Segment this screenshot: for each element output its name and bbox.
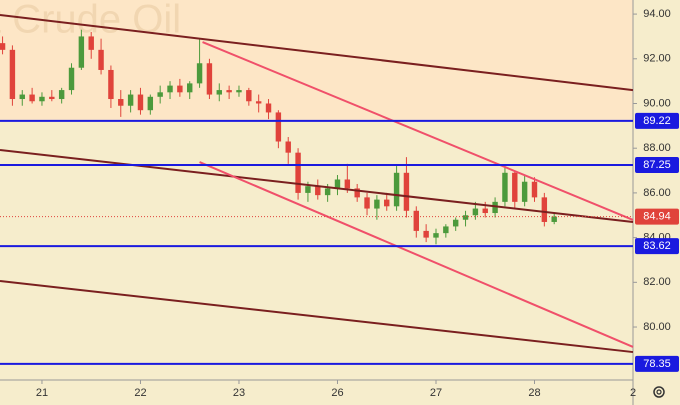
candle-body: [58, 90, 65, 100]
price-label-box: [635, 355, 679, 372]
candle-body: [413, 210, 419, 231]
price-label: 78.35: [643, 358, 671, 370]
candle-body: [285, 141, 291, 153]
candle-body: [167, 85, 173, 93]
y-tick-label: 94.00: [643, 8, 671, 20]
candle-body: [78, 36, 85, 68]
candle-body: [541, 197, 548, 222]
candle-body: [315, 186, 321, 196]
candle-body: [452, 219, 459, 227]
candle-body: [531, 181, 538, 198]
candle-body: [108, 69, 114, 100]
candle-body: [393, 172, 400, 207]
x-tick-label: 27: [430, 387, 442, 399]
y-tick-label: 88.00: [643, 142, 671, 154]
candle-body: [364, 197, 370, 209]
candle-body: [98, 49, 104, 70]
y-tick-label: 86.00: [643, 187, 671, 199]
candle-body: [236, 90, 242, 93]
candle-body: [324, 188, 331, 196]
y-tick-label: 92.00: [643, 53, 671, 65]
price-label: 83.62: [643, 240, 671, 252]
candle-body: [9, 49, 16, 100]
x-tick-label: 21: [36, 387, 48, 399]
candle-body: [492, 201, 498, 214]
x-tick-label: 2: [630, 387, 636, 399]
zone-fill: [0, 0, 633, 121]
candle-body: [354, 188, 360, 198]
candle-body: [226, 90, 232, 93]
candle-body: [118, 99, 124, 106]
candle-body: [49, 96, 55, 100]
candle-body: [246, 90, 252, 102]
y-tick-label: 80.00: [643, 321, 671, 333]
candle-body: [29, 94, 35, 102]
candle-body: [295, 152, 301, 193]
price-label: 89.22: [643, 115, 671, 127]
candle-body: [502, 172, 508, 202]
candle-body: [127, 94, 134, 106]
candle-body: [255, 101, 262, 104]
y-tick-label: 82.00: [643, 276, 671, 288]
candle-body: [157, 92, 163, 97]
candle-body: [384, 199, 390, 207]
price-label: 84.94: [643, 211, 671, 223]
candle-body: [39, 96, 45, 102]
price-label-box: [635, 156, 679, 173]
trend-line: [202, 41, 634, 221]
candle-body: [206, 63, 213, 95]
candle-body: [423, 230, 429, 238]
candle-body: [521, 181, 528, 202]
candle-body: [334, 179, 341, 189]
candle-body: [68, 67, 75, 91]
candle-body: [265, 103, 272, 113]
candle-body: [187, 83, 193, 93]
candle-body: [216, 90, 222, 95]
price-label: 87.25: [643, 159, 671, 171]
candle-body: [462, 215, 469, 220]
candle-body: [374, 199, 380, 209]
candle-body: [147, 96, 154, 111]
candle-body: [472, 208, 479, 216]
price-label-box: [635, 208, 679, 225]
candle-body: [88, 36, 94, 50]
y-tick-label: 90.00: [643, 97, 671, 109]
candle-body: [177, 85, 183, 93]
trend-line: [0, 279, 634, 354]
candle-body: [551, 216, 557, 222]
candle-body: [19, 94, 25, 100]
watermark: t Crude Oil: [0, 0, 181, 42]
trend-line: [199, 161, 634, 348]
candle-body: [275, 112, 282, 142]
candle-body: [196, 63, 203, 84]
candle-body: [433, 233, 439, 238]
candle-body: [482, 208, 488, 214]
price-label-box: [635, 238, 679, 255]
trend-line: [0, 148, 634, 223]
candle-body: [403, 172, 410, 211]
price-label-box: [635, 112, 679, 129]
candle-body: [0, 43, 6, 50]
settings-icon[interactable]: [653, 386, 665, 398]
x-tick-label: 28: [528, 387, 540, 399]
x-tick-label: 23: [233, 387, 245, 399]
candle-body: [443, 226, 449, 234]
x-tick-label: 26: [331, 387, 343, 399]
candle-body: [137, 94, 144, 111]
candle-body: [305, 186, 311, 193]
trend-line: [0, 13, 634, 92]
x-tick-label: 22: [134, 387, 146, 399]
candle-body: [344, 179, 351, 189]
candle-body: [512, 172, 518, 202]
